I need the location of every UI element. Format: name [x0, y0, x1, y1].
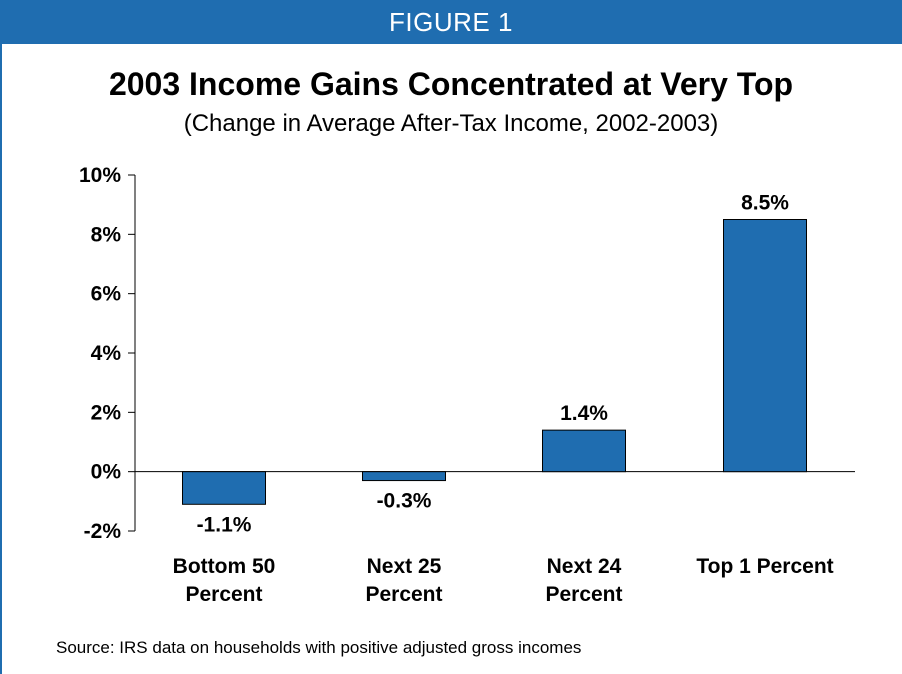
y-tick-label: 2% — [91, 401, 122, 424]
bar-value-label: 8.5% — [741, 192, 789, 215]
y-tick-label: 10% — [79, 164, 121, 187]
category-label: Next 25 — [367, 555, 442, 578]
category-label: Next 24 — [547, 555, 622, 578]
bar-value-label: 1.4% — [560, 402, 608, 425]
bar — [723, 219, 807, 473]
y-tick-label: 0% — [91, 461, 122, 484]
chart-title: 2003 Income Gains Concentrated at Very T… — [108, 66, 794, 102]
bar — [362, 471, 446, 482]
category-label: Bottom 50 — [173, 555, 276, 578]
category-label: Percent — [185, 583, 262, 606]
y-tick-label: -2% — [84, 520, 122, 543]
category-label: Percent — [365, 583, 442, 606]
left-border-rule — [0, 44, 2, 674]
category-label: Top 1 Percent — [696, 555, 833, 578]
labels-layer: -1.1% Bottom 50 Percent -0.3% Next 25 Percent… — [173, 192, 834, 607]
bars-layer — [182, 219, 807, 505]
bar — [542, 429, 626, 473]
bar-value-label: -1.1% — [197, 513, 252, 536]
figure-banner: FIGURE 1 — [0, 0, 902, 44]
bar — [182, 471, 266, 505]
y-tick-label: 4% — [91, 342, 122, 365]
figure-label: FIGURE 1 — [389, 7, 513, 37]
bar-value-label: -0.3% — [377, 490, 432, 513]
category-label: Percent — [545, 583, 622, 606]
y-tick-label: 6% — [91, 283, 122, 306]
y-tick-label: 8% — [91, 223, 122, 246]
chart-subtitle: (Change in Average After-Tax Income, 200… — [183, 110, 719, 137]
source-note: Source: IRS data on households with posi… — [56, 638, 582, 657]
